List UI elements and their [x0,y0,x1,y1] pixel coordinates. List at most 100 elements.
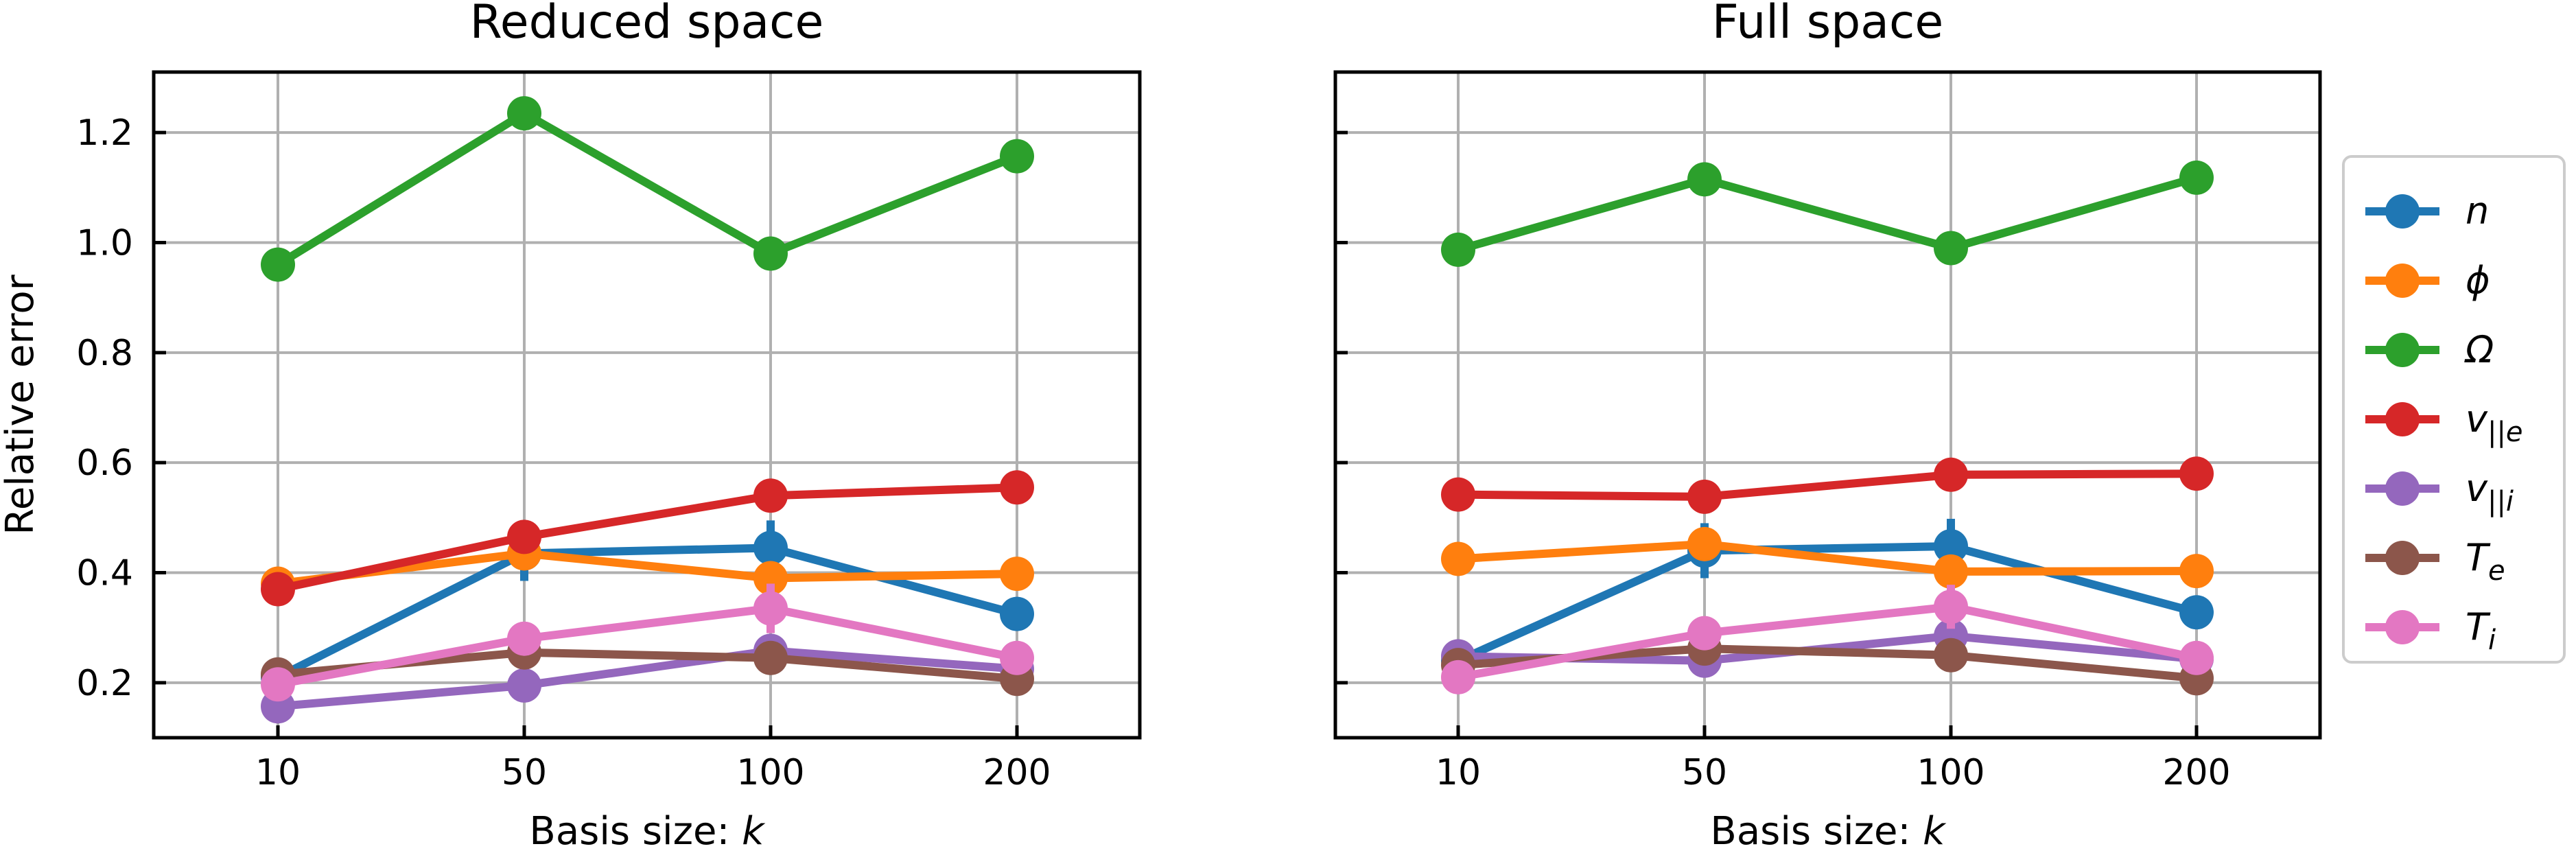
legend-label-base: v [2466,397,2488,441]
series-ϕ [1441,526,2214,589]
series-line [277,483,1018,594]
legend-label-sub: ||e [2487,417,2523,448]
series-Ω [1441,160,2214,267]
data-point [1441,541,1475,576]
data-point [1000,557,1034,592]
x-axis-label-text: Basis size: [529,809,742,853]
data-point [507,519,541,554]
data-point [753,640,788,675]
data-point [2179,640,2214,675]
x-tick-label: 50 [502,752,547,793]
legend-label: v||e [2466,397,2523,448]
series-line [1457,539,2197,576]
data-point [1934,554,1968,589]
legend-swatch-marker [2385,610,2420,644]
legend-entry: ϕ [2365,259,2490,302]
data-point [261,247,295,282]
data-point [1934,638,1968,673]
data-point [1934,457,1968,492]
legend-label: ϕ [2466,259,2490,302]
y-tick-label: 0.4 [76,553,133,594]
legend-label-base: T [2466,605,2491,648]
plot-frame [152,70,1142,740]
data-point [507,668,541,703]
legend-label-base: Ω [2464,328,2494,371]
legend-label-base: ϕ [2466,259,2490,302]
data-point [1000,596,1034,631]
x-axis-label: Basis size: k [1710,809,1947,853]
series-Ti [1441,585,2214,694]
series-line [277,604,1018,689]
legend-label-sub: i [2488,624,2496,656]
legend-swatch-marker [2385,541,2420,575]
legend-label: v||i [2466,467,2514,517]
legend-label: n [2466,189,2489,233]
data-point [753,236,788,271]
data-point [1934,231,1968,266]
series-line [277,549,1018,588]
data-point [1000,470,1034,505]
x-axis-label-var: k [742,809,766,853]
x-tick-label: 100 [736,752,804,793]
legend-swatch-marker [2385,333,2420,367]
series-v||e [261,470,1034,607]
data-point [1687,479,1722,514]
series-line [276,544,1018,681]
x-tick-label: 10 [1436,752,1481,793]
y-axis-label: Relative error [0,274,43,535]
data-point [753,591,788,626]
legend-entry: v||e [2365,397,2523,448]
y-tick-label: 0.6 [76,443,133,484]
legend-label-base: v [2466,467,2488,510]
series-line [1457,603,2198,681]
x-axis-label-var: k [1923,809,1947,853]
data-point [1934,589,1968,624]
legend-swatch-marker [2385,264,2420,298]
data-point [1687,616,1722,651]
data-point [1934,529,1968,564]
data-point [1441,232,1475,267]
y-tick-label: 0.2 [76,663,133,704]
series-Ti [261,583,1034,702]
data-point [1687,526,1722,561]
data-point [2179,554,2214,589]
legend-entry: Te [2365,536,2505,587]
legend-label: Ti [2466,605,2496,656]
legend-entry: v||i [2365,467,2514,517]
data-point [1687,162,1722,197]
legend-label-base: n [2466,189,2489,233]
series-line [277,646,1018,711]
data-point [261,572,295,607]
y-tick-label: 0.8 [76,333,133,374]
data-point [1441,477,1475,512]
x-tick-label: 200 [983,752,1051,793]
series-line [1457,469,2197,501]
series-line [1457,174,2198,254]
series-v||i [261,633,1034,724]
legend-label-base: T [2466,536,2491,579]
panel-full-space: 10 50 100 200 Full space Basis size: k [1333,0,2322,853]
y-tick-label: 1.0 [76,223,133,264]
chart-title: Full space [1712,0,1943,49]
data-point [753,561,788,596]
data-point [753,478,788,513]
data-point [753,530,788,565]
data-point [261,667,295,702]
data-point [1000,139,1034,174]
data-point [507,621,541,656]
data-point [507,96,541,131]
x-tick-label: 200 [2162,752,2230,793]
legend-label-sub: e [2488,555,2505,587]
series-v||e [1441,456,2214,514]
data-point [1000,640,1034,675]
legend-box [2342,155,2566,664]
x-tick-label: 50 [1682,752,1727,793]
legend-entry: n [2365,189,2489,233]
x-tick-label: 100 [1917,752,1984,793]
x-axis-label: Basis size: k [529,809,766,853]
x-tick-label: 10 [255,752,301,793]
series-line [275,109,1019,268]
legend-entry: Ti [2365,605,2496,656]
